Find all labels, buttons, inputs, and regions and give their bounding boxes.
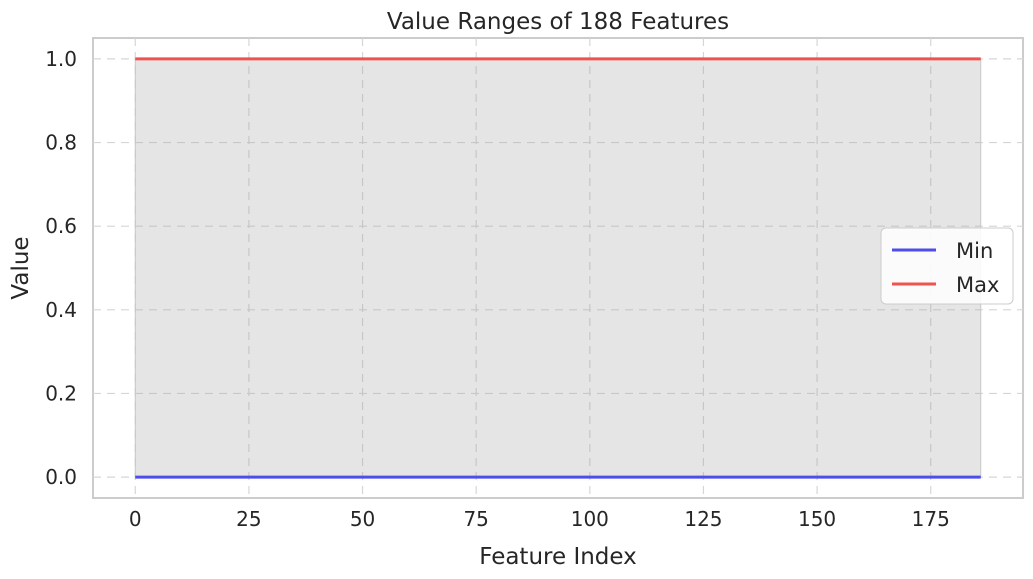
legend-label-min: Min (956, 239, 993, 263)
legend-label-max: Max (956, 273, 999, 297)
x-tick-label: 100 (571, 507, 609, 531)
x-tick-label: 0 (129, 507, 142, 531)
x-tick-label: 25 (236, 507, 261, 531)
x-tick-label: 75 (463, 507, 488, 531)
y-tick-label: 0.2 (45, 381, 77, 405)
series-lines (135, 57, 981, 479)
x-ticks: 0 25 50 75 100 125 150 175 (129, 507, 950, 531)
y-tick-label: 0.4 (45, 298, 77, 322)
legend: Min Max (880, 227, 1014, 305)
chart-title: Value Ranges of 188 Features (387, 9, 729, 35)
y-ticks: 0.0 0.2 0.4 0.6 0.8 1.0 (45, 47, 77, 489)
y-tick-label: 0.6 (45, 214, 77, 238)
x-tick-label: 50 (350, 507, 375, 531)
y-tick-label: 1.0 (45, 47, 77, 71)
y-axis-label: Value (8, 236, 34, 299)
x-axis-label: Feature Index (479, 544, 637, 570)
x-tick-label: 150 (798, 507, 836, 531)
x-tick-label: 175 (912, 507, 950, 531)
plot-area (92, 37, 1024, 499)
range-fill-area (134, 58, 982, 478)
x-tick-label: 125 (684, 507, 722, 531)
y-tick-label: 0.0 (45, 465, 77, 489)
range-fill (134, 58, 982, 478)
y-tick-label: 0.8 (45, 131, 77, 155)
